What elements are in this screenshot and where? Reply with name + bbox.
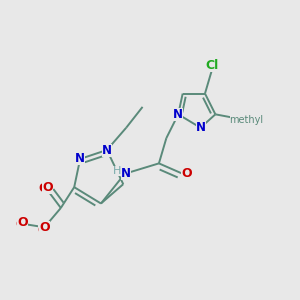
Text: O: O bbox=[39, 221, 50, 234]
Text: Cl: Cl bbox=[206, 59, 219, 72]
Text: O: O bbox=[39, 182, 49, 195]
Text: N: N bbox=[75, 152, 85, 165]
Text: O: O bbox=[17, 216, 28, 229]
Text: O: O bbox=[42, 181, 53, 194]
Text: O: O bbox=[15, 218, 26, 231]
Text: N: N bbox=[173, 108, 183, 121]
Text: O: O bbox=[181, 167, 192, 180]
Text: N: N bbox=[121, 167, 131, 180]
Text: O: O bbox=[38, 224, 48, 237]
Text: methyl: methyl bbox=[230, 115, 264, 125]
Text: N: N bbox=[196, 121, 206, 134]
Text: H: H bbox=[112, 167, 121, 176]
Text: N: N bbox=[102, 143, 112, 157]
